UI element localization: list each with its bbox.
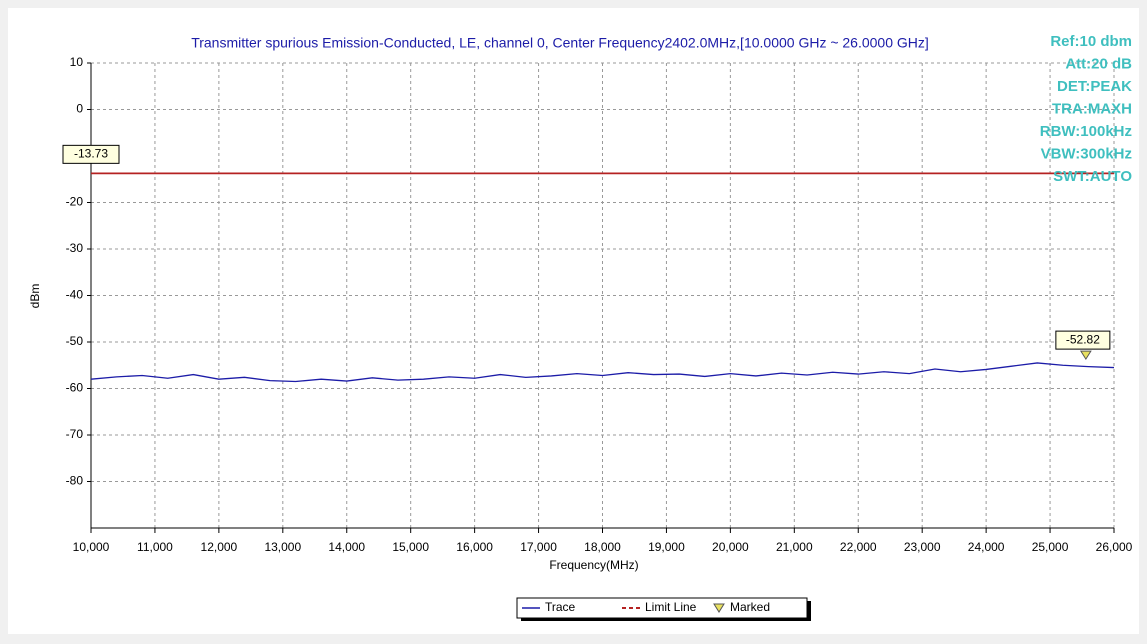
y-tick-label: 10: [70, 55, 84, 69]
x-tick-label: 18,000: [584, 540, 621, 554]
marker: [1079, 350, 1092, 361]
limit-label-box: [62, 144, 120, 164]
x-tick-label: 11,000: [137, 540, 173, 554]
annotation: VBW:300kHz: [1041, 145, 1132, 162]
trace-line: [90, 362, 1115, 383]
legend-label: Trace: [545, 600, 576, 614]
x-tick-label: 24,000: [968, 540, 1005, 554]
y-axis-label: dBm: [28, 284, 42, 309]
x-tick-label: 15,000: [392, 540, 429, 554]
legend-box: [516, 597, 808, 619]
y-tick-label: 0: [76, 102, 83, 116]
x-tick-label: 13,000: [264, 540, 301, 554]
x-tick-label: 14,000: [328, 540, 365, 554]
x-tick-label: 22,000: [840, 540, 877, 554]
annotation: Ref:10 dbm: [1050, 33, 1132, 50]
y-tick-label: -70: [66, 427, 84, 441]
x-tick-label: 17,000: [520, 540, 557, 554]
x-tick-label: 25,000: [1032, 540, 1069, 554]
annotation: SWT:AUTO: [1053, 168, 1132, 185]
chart-title: Transmitter spurious Emission-Conducted,…: [191, 35, 929, 51]
annotation: Att:20 dB: [1065, 55, 1132, 72]
x-tick-label: 26,000: [1096, 540, 1133, 554]
x-tick-label: 16,000: [456, 540, 493, 554]
y-tick-label: -30: [66, 241, 84, 255]
y-tick-label: -60: [66, 381, 84, 395]
annotation: DET:PEAK: [1057, 78, 1132, 95]
annotation: TRA:MAXH: [1052, 100, 1132, 117]
x-tick-label: 19,000: [648, 540, 685, 554]
panel: [8, 8, 1139, 634]
x-tick-label: 10,000: [73, 540, 110, 554]
x-tick-label: 23,000: [904, 540, 941, 554]
y-tick-label: -50: [66, 334, 84, 348]
legend: [516, 597, 811, 621]
limit-label: -13.73: [74, 147, 108, 161]
y-tick-label: -40: [66, 288, 84, 302]
marker-label: -52.82: [1066, 332, 1100, 346]
legend-label: Marked: [730, 600, 770, 614]
x-tick-label: 21,000: [776, 540, 813, 554]
x-tick-label: 12,000: [201, 540, 238, 554]
y-tick-label: -20: [66, 195, 84, 209]
marker-label-box: [1055, 330, 1111, 350]
x-axis-label: Frequency(MHz): [549, 558, 638, 572]
x-tick-label: 20,000: [712, 540, 749, 554]
legend-marker-swatch: [713, 603, 725, 613]
annotation: RBW:100kHz: [1040, 123, 1132, 140]
y-tick-label: -80: [66, 474, 84, 488]
legend-label: Limit Line: [645, 600, 697, 614]
